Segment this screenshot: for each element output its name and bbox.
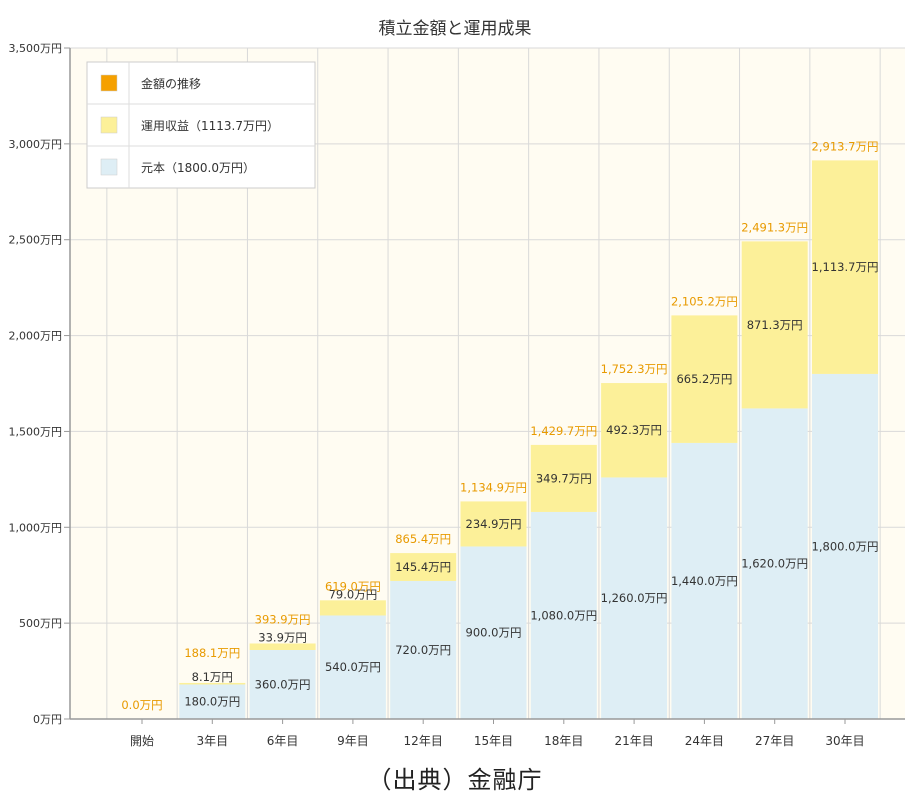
bar-principal bbox=[460, 546, 527, 719]
data-label-total: 865.4万円 bbox=[395, 532, 451, 546]
legend-swatch bbox=[100, 158, 118, 176]
bar-returns bbox=[179, 682, 246, 685]
bar-returns bbox=[460, 501, 527, 547]
bar-principal bbox=[530, 511, 597, 719]
data-label-total: 188.1万円 bbox=[184, 646, 240, 660]
bar-returns bbox=[741, 241, 808, 409]
data-label-total: 619.0万円 bbox=[325, 579, 381, 593]
data-label-returns: 234.9万円 bbox=[466, 517, 522, 531]
legend-swatch bbox=[100, 116, 118, 134]
bar-returns bbox=[249, 643, 316, 650]
data-label-total: 1,134.9万円 bbox=[460, 480, 527, 494]
legend-label: 金額の推移 bbox=[141, 76, 201, 91]
x-tick-label: 21年目 bbox=[614, 734, 653, 748]
y-tick-label: 1,500万円 bbox=[9, 425, 63, 438]
x-tick-label: 開始 bbox=[130, 734, 154, 748]
data-label-total: 0.0万円 bbox=[121, 698, 162, 712]
bar-returns bbox=[390, 553, 457, 581]
bar-principal bbox=[390, 580, 457, 719]
legend-box bbox=[86, 61, 316, 189]
data-label-principal: 1,620.0万円 bbox=[741, 557, 808, 571]
x-tick-label: 3年目 bbox=[196, 734, 228, 748]
data-label-returns: 79.0万円 bbox=[329, 587, 378, 601]
data-label-principal: 1,800.0万円 bbox=[812, 539, 879, 553]
data-label-returns: 871.3万円 bbox=[747, 318, 803, 332]
bar-principal bbox=[179, 684, 246, 719]
data-label-total: 393.9万円 bbox=[255, 612, 311, 626]
y-tick-label: 1,000万円 bbox=[9, 521, 63, 534]
data-label-principal: 720.0万円 bbox=[395, 643, 451, 657]
y-tick-label: 2,500万円 bbox=[9, 234, 63, 247]
data-label-principal: 180.0万円 bbox=[184, 695, 240, 709]
data-label-principal: 360.0万円 bbox=[255, 677, 311, 691]
bar-returns bbox=[601, 383, 668, 478]
data-label-total: 1,429.7万円 bbox=[530, 424, 597, 438]
y-tick-label: 0万円 bbox=[33, 713, 62, 726]
data-label-principal: 900.0万円 bbox=[466, 626, 522, 640]
data-label-returns: 1,113.7万円 bbox=[812, 260, 879, 274]
chart-title: 積立金額と運用成果 bbox=[379, 19, 532, 39]
bar-principal bbox=[249, 649, 316, 719]
legend-swatch bbox=[100, 74, 118, 92]
x-tick-label: 9年目 bbox=[337, 734, 369, 748]
data-label-returns: 8.1万円 bbox=[192, 670, 233, 684]
x-tick-label: 24年目 bbox=[685, 734, 724, 748]
data-label-returns: 665.2万円 bbox=[676, 372, 732, 386]
x-tick-label: 12年目 bbox=[404, 734, 443, 748]
data-label-principal: 1,080.0万円 bbox=[530, 608, 597, 622]
x-tick-label: 18年目 bbox=[544, 734, 583, 748]
bar-principal bbox=[741, 408, 808, 719]
x-tick-label: 30年目 bbox=[825, 734, 864, 748]
x-tick-label: 15年目 bbox=[474, 734, 513, 748]
y-tick-label: 500万円 bbox=[19, 617, 62, 630]
bar-returns bbox=[319, 600, 386, 616]
x-tick-label: 27年目 bbox=[755, 734, 794, 748]
bar-returns bbox=[812, 160, 878, 374]
bar-principal bbox=[812, 373, 878, 719]
data-label-total: 2,913.7万円 bbox=[812, 139, 879, 153]
legend-label: 運用収益（1113.7万円） bbox=[141, 119, 279, 133]
bar-principal bbox=[319, 615, 386, 719]
data-label-total: 1,752.3万円 bbox=[601, 362, 668, 376]
data-label-total: 2,105.2万円 bbox=[671, 294, 738, 308]
data-label-total: 2,491.3万円 bbox=[741, 220, 808, 234]
bar-principal bbox=[671, 442, 738, 719]
data-label-returns: 33.9万円 bbox=[258, 630, 307, 644]
data-label-returns: 145.4万円 bbox=[395, 560, 451, 574]
y-tick-label: 2,000万円 bbox=[9, 330, 63, 343]
data-label-principal: 1,440.0万円 bbox=[671, 574, 738, 588]
y-tick-label: 3,000万円 bbox=[9, 138, 63, 151]
bar-returns bbox=[530, 444, 597, 512]
x-tick-label: 6年目 bbox=[267, 734, 299, 748]
stacked-bar-chart: 積立金額と運用成果 0万円 500万円 1,000万円 1,500万円 2,000万円 2… bbox=[9, 19, 905, 748]
bar-principal bbox=[601, 477, 668, 719]
data-label-returns: 492.3万円 bbox=[606, 423, 662, 437]
data-label-principal: 1,260.0万円 bbox=[601, 591, 668, 605]
bar-returns bbox=[671, 315, 738, 443]
y-tick-label: 3,500万円 bbox=[9, 42, 63, 55]
data-label-returns: 349.7万円 bbox=[536, 471, 592, 485]
plot-area: 0万円 500万円 1,000万円 1,500万円 2,000万円 2,500万円 3,00… bbox=[9, 42, 905, 748]
legend-label: 元本（1800.0万円） bbox=[141, 161, 255, 175]
data-label-principal: 540.0万円 bbox=[325, 660, 381, 674]
source-caption: （出典）金融庁 bbox=[367, 766, 543, 794]
